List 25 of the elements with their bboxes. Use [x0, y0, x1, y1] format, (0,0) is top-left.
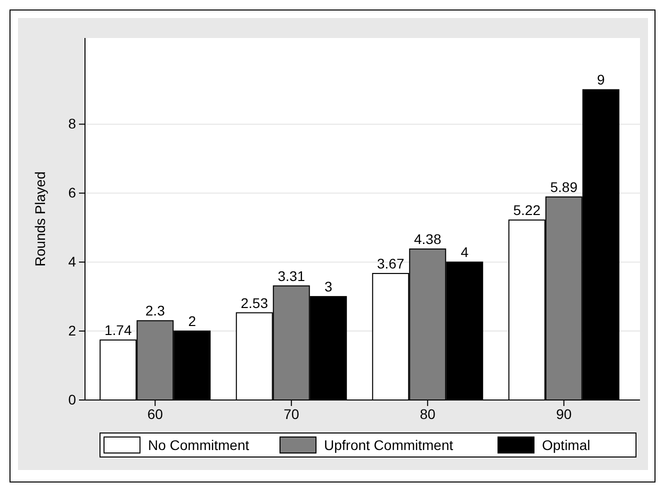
data-label: 3 — [324, 278, 332, 295]
data-label: 2 — [188, 313, 196, 330]
data-label: 1.74 — [104, 322, 132, 338]
data-label: 9 — [596, 72, 605, 88]
data-label: 3.67 — [377, 255, 404, 272]
legend-label: Upfront Commitment — [324, 437, 454, 453]
y-tick-label: 2 — [68, 322, 76, 339]
data-label: 4.38 — [414, 230, 442, 247]
legend-label: No Commitment — [148, 437, 250, 453]
x-tick-label: 90 — [556, 406, 572, 422]
data-label: 2.53 — [240, 294, 268, 311]
x-tick-label: 80 — [420, 406, 436, 422]
data-label: 2.3 — [145, 302, 166, 319]
legend-label: Optimal — [542, 437, 590, 453]
x-tick-label: 70 — [284, 406, 300, 422]
data-label: 5.89 — [550, 178, 578, 195]
data-label: 3.31 — [278, 268, 306, 284]
y-tick-label: 6 — [68, 184, 76, 201]
y-tick-label: 0 — [68, 391, 76, 408]
y-tick-label: 8 — [68, 116, 76, 132]
data-label: 5.22 — [513, 202, 541, 218]
y-axis-title: Rounds Played — [32, 172, 48, 266]
data-label: 4 — [460, 244, 469, 260]
x-tick-label: 60 — [147, 406, 164, 422]
y-tick-label: 4 — [68, 254, 76, 270]
